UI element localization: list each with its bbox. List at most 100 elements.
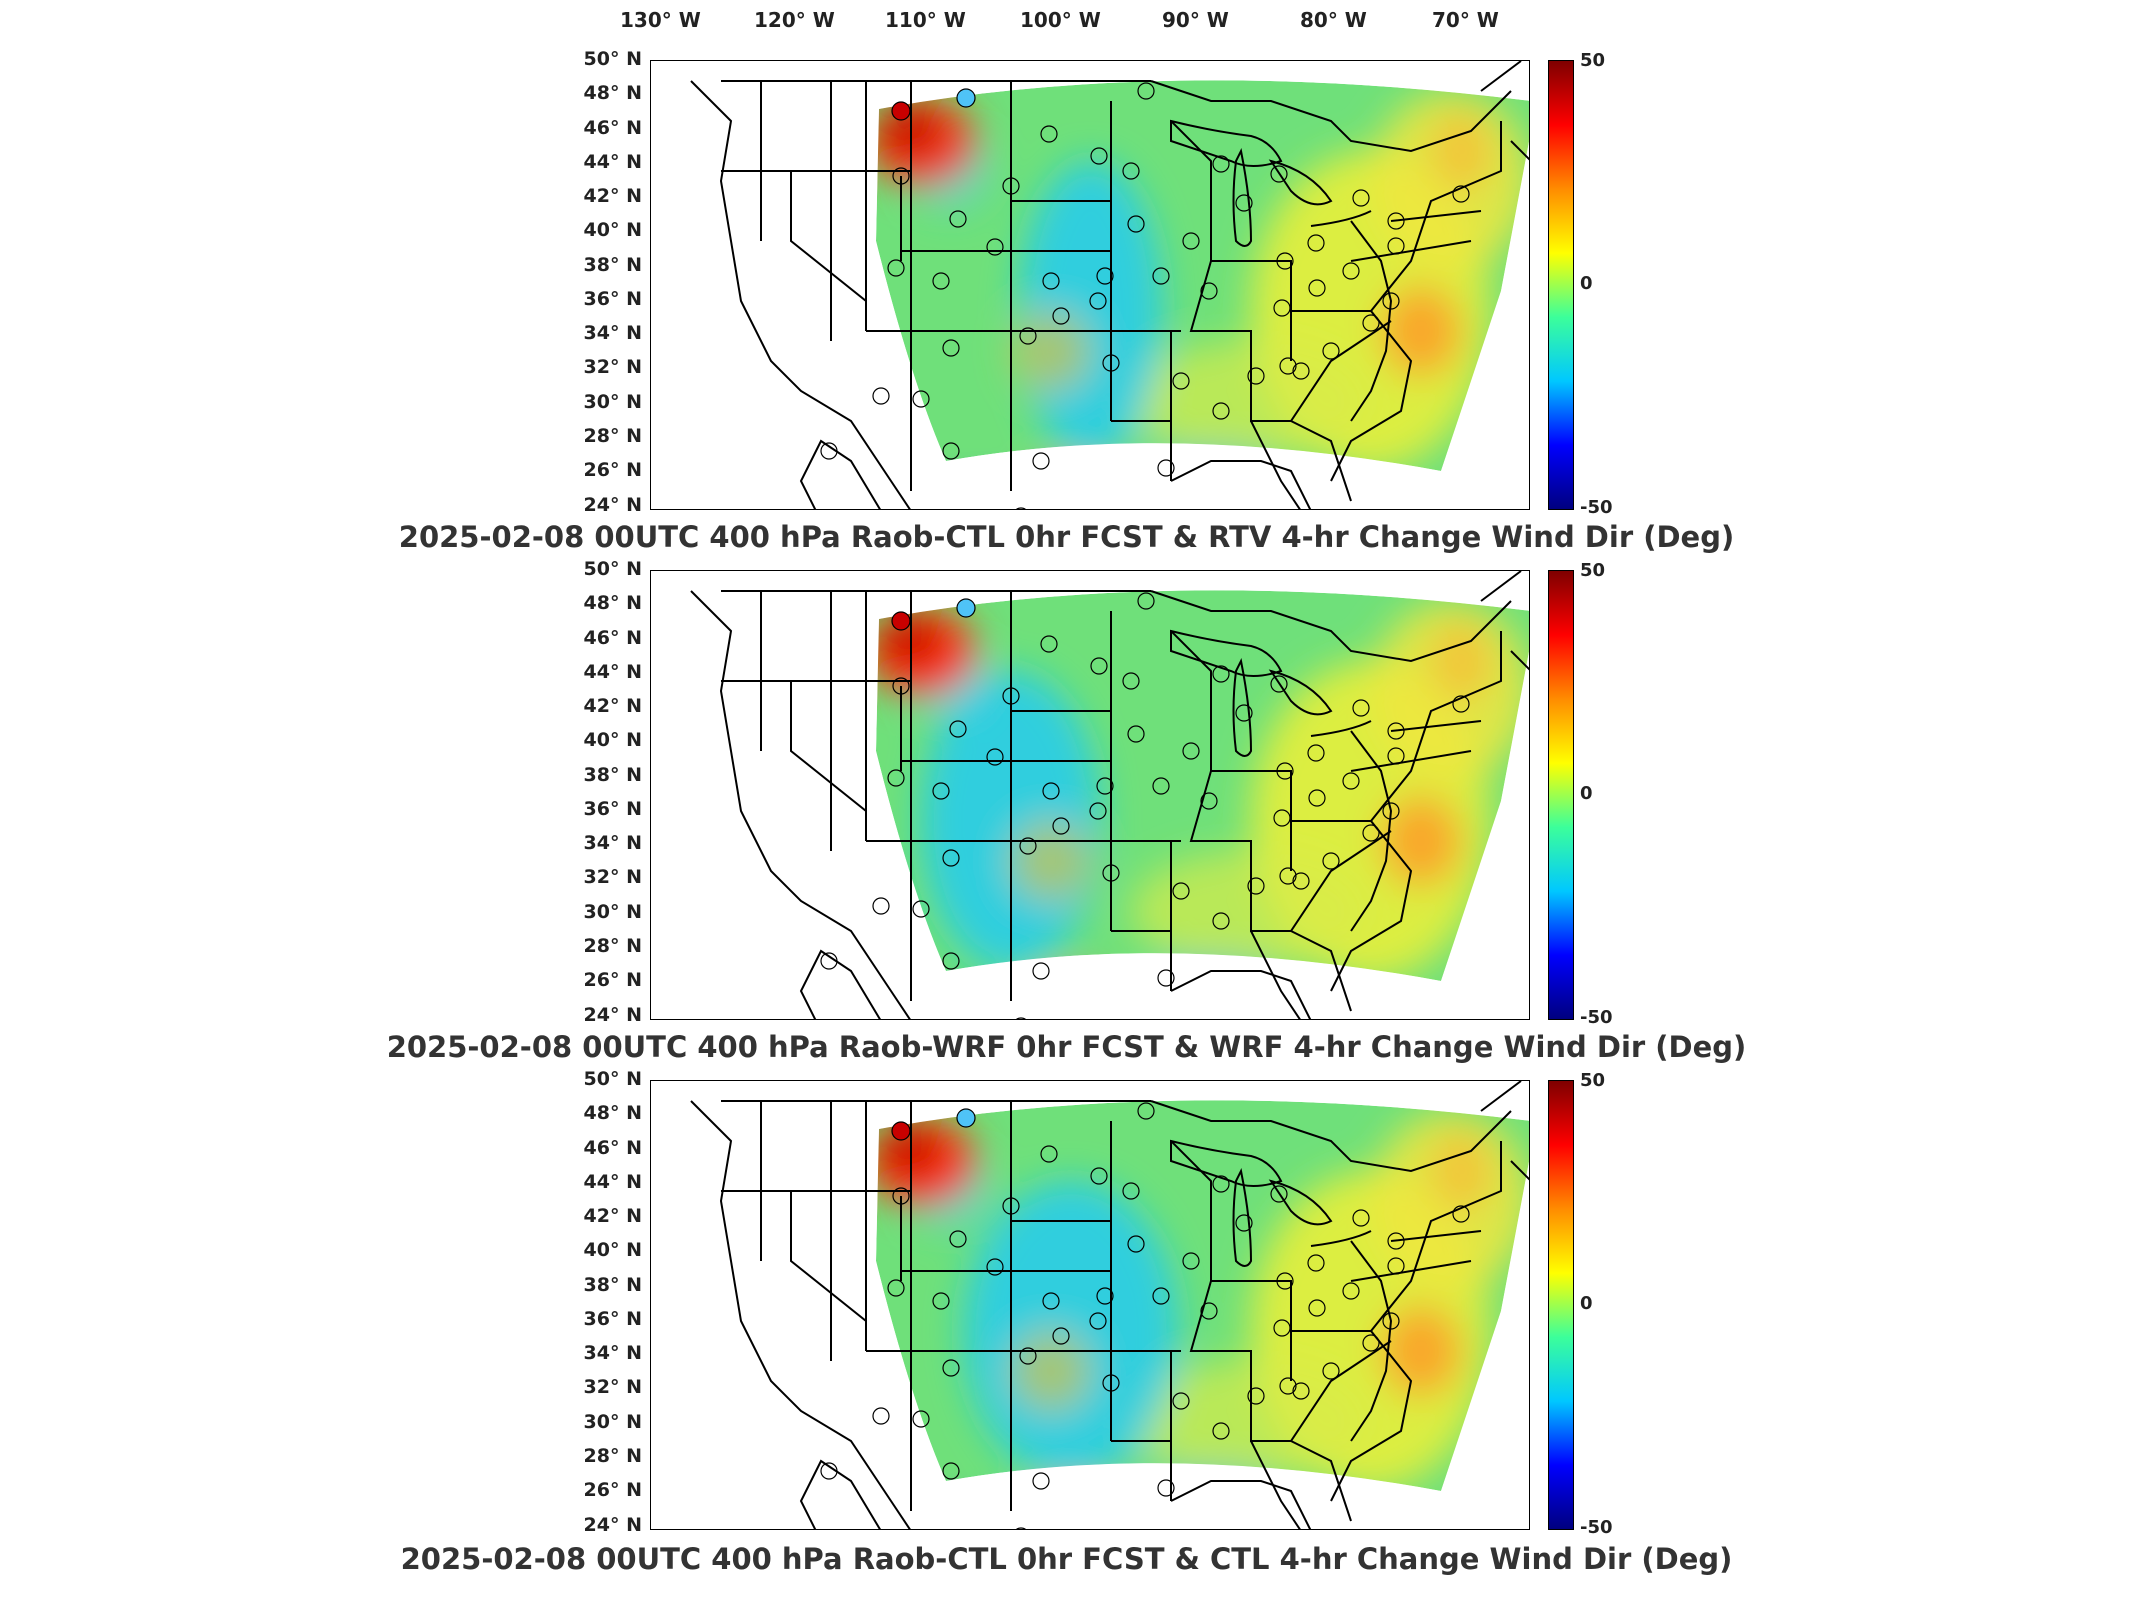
station-circle [1452, 185, 1470, 203]
lat-label: 42° N [583, 1205, 642, 1228]
station-circle [1090, 147, 1108, 165]
lat-label: 40° N [583, 1239, 642, 1262]
station-circle [1002, 1197, 1020, 1215]
lat-label: 36° N [583, 797, 642, 820]
station-circle [820, 442, 838, 460]
station-circle [1172, 1392, 1190, 1410]
station-circle [1270, 165, 1288, 183]
station-circle [1247, 367, 1265, 385]
lat-label: 40° N [583, 219, 642, 242]
lat-label: 28° N [583, 424, 642, 447]
station-circle [942, 339, 960, 357]
station-circle [1308, 1299, 1326, 1317]
lat-label: 44° N [583, 660, 642, 683]
station-circle [1382, 802, 1400, 820]
station-circle [1019, 327, 1037, 345]
station-circle [1292, 872, 1310, 890]
station-circle [1016, 1017, 1026, 1019]
station-circle [1387, 212, 1405, 230]
lon-label: 110° W [885, 8, 966, 32]
station-circle [1052, 1327, 1070, 1345]
station-circle [942, 952, 960, 970]
lat-label: 38° N [583, 763, 642, 786]
station-circle [1342, 772, 1360, 790]
lat-label: 36° N [583, 1307, 642, 1330]
station-circle [949, 210, 967, 228]
station-circle [1102, 354, 1120, 372]
station-circle [1322, 1362, 1340, 1380]
station-circle [1307, 744, 1325, 762]
station-circle [942, 1462, 960, 1480]
station-low-anomaly [956, 598, 976, 618]
station-circle [872, 387, 890, 405]
lat-label: 30° N [583, 1410, 642, 1433]
station-circle [1102, 1374, 1120, 1392]
lat-label: 26° N [583, 969, 642, 992]
station-circle [1352, 189, 1370, 207]
station-circle [1019, 837, 1037, 855]
lat-label: 44° N [583, 150, 642, 173]
station-circle [1307, 1254, 1325, 1272]
station-circle [1172, 882, 1190, 900]
colorbar-max-label: 50 [1580, 560, 1606, 581]
lat-label: 48° N [583, 82, 642, 105]
station-circle [1002, 177, 1020, 195]
colorbar-min-label: -50 [1580, 1007, 1613, 1028]
station-circle [1040, 1145, 1058, 1163]
map-svg [690, 1081, 1529, 1529]
station-circle [1308, 789, 1326, 807]
station-circle [1352, 699, 1370, 717]
station-circle [1157, 1479, 1175, 1497]
station-circle [1200, 282, 1218, 300]
colorbar-mid-label: 0 [1580, 273, 1593, 294]
lon-label: 130° W [620, 8, 701, 32]
station-circle [1342, 1282, 1360, 1300]
lat-label: 48° N [583, 1102, 642, 1125]
station-circle [872, 897, 890, 915]
station-circle [1127, 215, 1145, 233]
colorbar [1548, 570, 1574, 1020]
station-circle [820, 952, 838, 970]
station-circle [986, 1258, 1004, 1276]
station-circle [1052, 817, 1070, 835]
station-circle [912, 390, 930, 408]
map-frame [650, 60, 1530, 510]
colorbar-max-label: 50 [1580, 50, 1606, 71]
station-circle [1270, 1185, 1288, 1203]
station-circle [932, 1292, 950, 1310]
station-circle [1276, 762, 1294, 780]
station-circle [1212, 402, 1230, 420]
lon-label: 100° W [1020, 8, 1101, 32]
station-circle [1042, 1292, 1060, 1310]
state-boundaries [690, 1081, 1529, 1529]
station-circle [1270, 675, 1288, 693]
station-circle [986, 748, 1004, 766]
station-circle [1322, 342, 1340, 360]
station-circle [1387, 1257, 1405, 1275]
station-circle [1182, 742, 1200, 760]
station-circle [1152, 267, 1170, 285]
station-circle [892, 1187, 910, 1205]
lat-label: 44° N [583, 1170, 642, 1193]
station-circle [1096, 1287, 1114, 1305]
station-circle [1452, 1205, 1470, 1223]
lat-label: 46° N [583, 1136, 642, 1159]
station-circle [1352, 1209, 1370, 1227]
panel-title: 2025-02-08 00UTC 400 hPa Raob-WRF 0hr FC… [386, 1030, 1747, 1064]
station-circle [1382, 1312, 1400, 1330]
station-circle [1342, 262, 1360, 280]
station-circle [912, 900, 930, 918]
lat-label: 46° N [583, 626, 642, 649]
lat-label: 26° N [583, 1479, 642, 1502]
panel-title: 2025-02-08 00UTC 400 hPa Raob-CTL 0hr FC… [400, 1542, 1733, 1576]
station-circle [1212, 912, 1230, 930]
station-circle [1212, 665, 1230, 683]
station-high-anomaly [891, 611, 911, 631]
station-circle [1040, 125, 1058, 143]
station-circle [1032, 962, 1050, 980]
station-markers [820, 592, 1470, 1019]
station-circle [1089, 1312, 1107, 1330]
station-circle [1019, 1347, 1037, 1365]
station-circle [1276, 1272, 1294, 1290]
station-circle [1182, 1252, 1200, 1270]
